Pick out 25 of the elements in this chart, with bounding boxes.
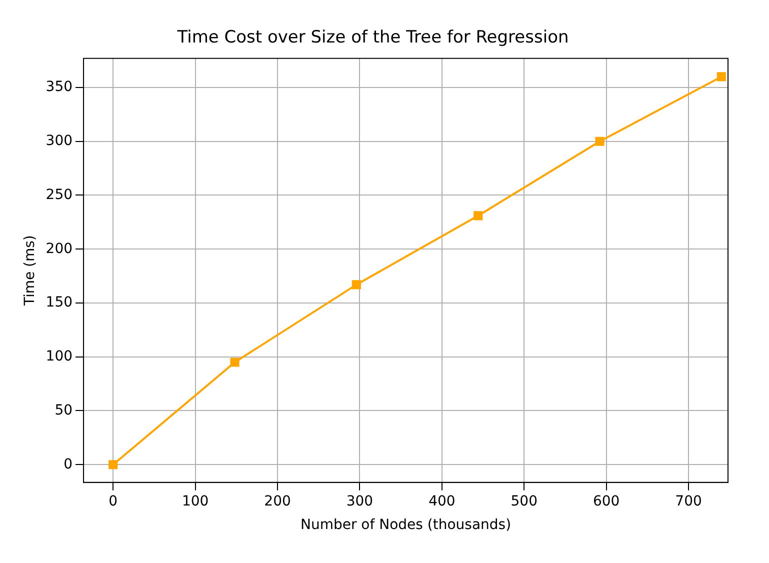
point: [108, 460, 118, 470]
point: [716, 72, 726, 82]
x-tick-label: 0: [108, 493, 118, 510]
point: [352, 280, 361, 290]
x-tick-label: 400: [428, 493, 456, 510]
y-tick-label: 350: [46, 79, 73, 96]
y-axis-title: Time (ms): [22, 235, 38, 307]
x-tick-label: 300: [346, 493, 374, 510]
point: [595, 136, 604, 146]
point: [474, 211, 483, 220]
y-tick-label: 0: [64, 456, 73, 472]
point: [230, 358, 240, 367]
y-tick-label: 250: [46, 186, 73, 203]
y-tick-label: 50: [54, 402, 73, 418]
x-tick-label: 700: [675, 493, 702, 510]
x-tick-label: 200: [264, 493, 291, 510]
x-tick-label: 600: [592, 493, 620, 510]
y-tick-label: 300: [46, 133, 73, 150]
y-tick-label: 100: [46, 348, 73, 365]
y-tick-label: 200: [46, 240, 73, 257]
chart-title: Time Cost over Size of the Tree for Regression: [176, 28, 569, 48]
x-axis-title: Number of Nodes (thousands): [300, 517, 512, 534]
x-tick-label: 500: [510, 493, 538, 510]
y-tick-label: 150: [46, 294, 73, 311]
x-tick-label: 100: [182, 493, 209, 510]
